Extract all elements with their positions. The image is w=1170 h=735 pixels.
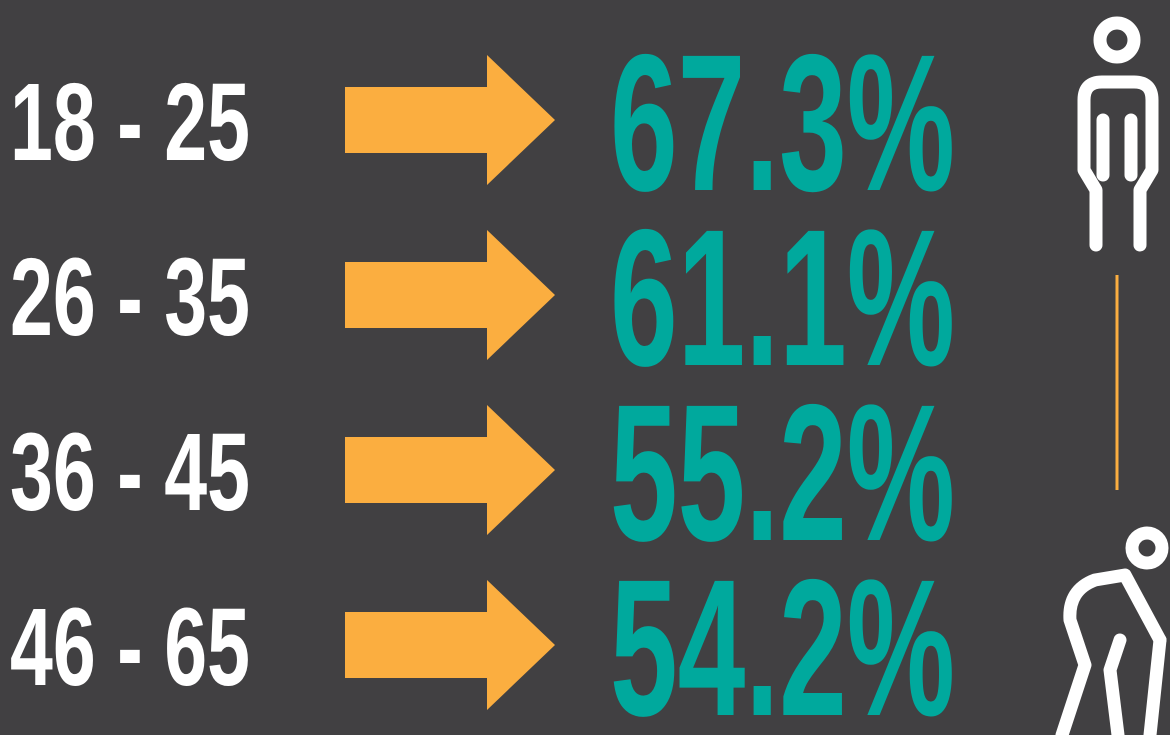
young-person-icon: [1077, 16, 1159, 252]
elderly-person-icon: [1055, 526, 1169, 735]
arrow: [345, 55, 555, 185]
percentage: 55.2%: [610, 364, 955, 582]
percentage: 61.1%: [610, 189, 955, 407]
percentage: 54.2%: [610, 539, 955, 735]
rows: 18 - 25 67.3% 26 - 35 61.1% 36 - 45 55.2% 46 -…: [10, 14, 955, 735]
age-range: 26 - 35: [10, 236, 250, 359]
age-range: 46 - 65: [10, 586, 250, 709]
arrow: [345, 405, 555, 535]
age-range: 18 - 25: [10, 61, 250, 184]
percentage: 67.3%: [610, 14, 955, 232]
age-range: 36 - 45: [10, 411, 250, 534]
arrow: [345, 580, 555, 710]
arrow: [345, 230, 555, 360]
